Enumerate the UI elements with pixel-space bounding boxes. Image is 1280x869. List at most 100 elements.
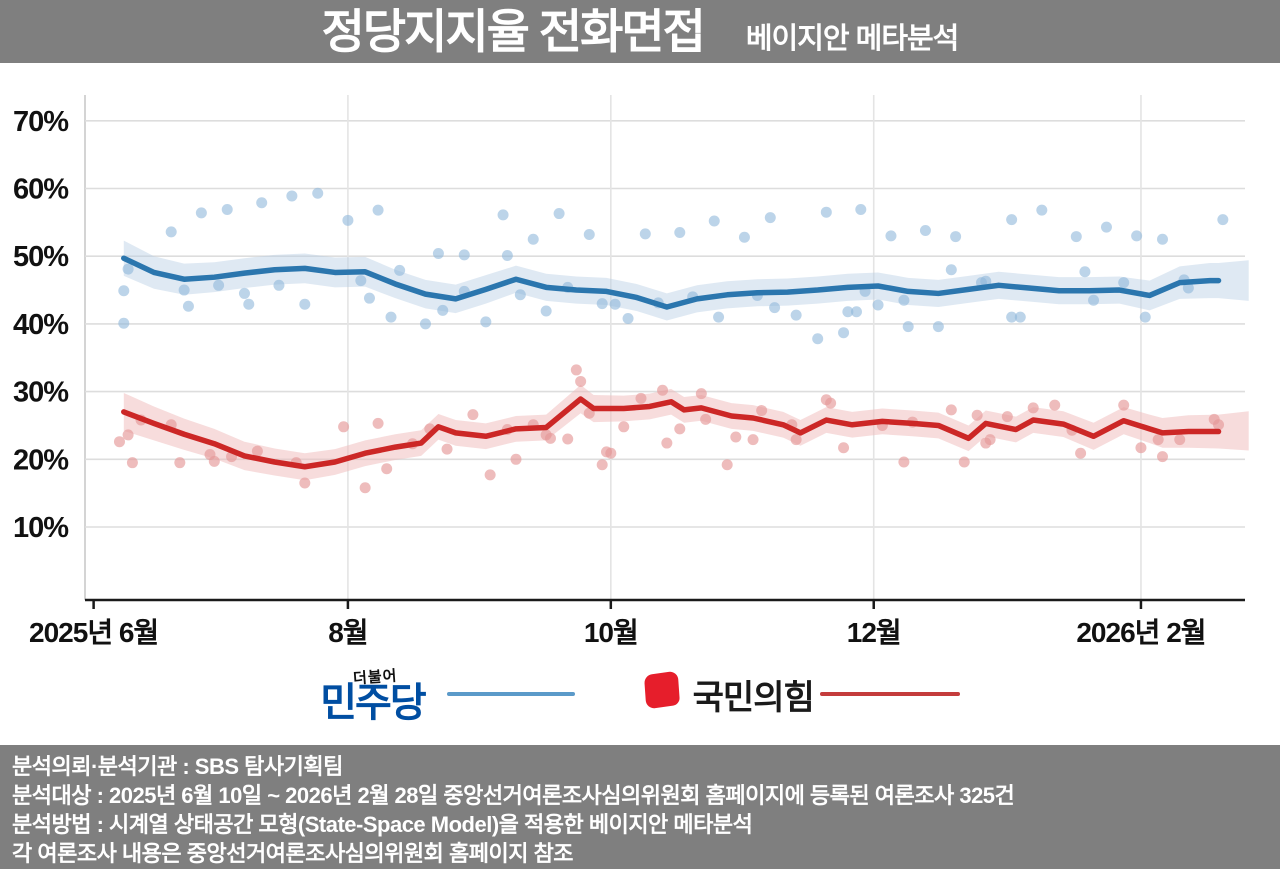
dpk-poll-dot — [437, 304, 449, 316]
dpk-poll-dot — [919, 224, 931, 236]
ppp-poll-dot — [747, 434, 759, 446]
ppp-poll-dot — [825, 397, 837, 409]
ppp-poll-dot — [721, 459, 733, 471]
dpk-legend-line — [446, 692, 575, 696]
ppp-poll-dot — [700, 413, 712, 425]
y-tick-label: 50% — [13, 241, 69, 273]
dpk-poll-dot — [256, 197, 268, 209]
dpk-poll-dot — [419, 318, 431, 330]
dpk-confidence-band — [123, 240, 1249, 321]
dpk-poll-dot — [355, 275, 367, 287]
ppp-poll-dot — [208, 455, 220, 467]
y-tick-label: 40% — [13, 309, 69, 341]
dpk-poll-dot — [950, 231, 962, 243]
dpk-poll-dot — [243, 298, 255, 310]
dpk-poll-dot — [583, 229, 595, 241]
ppp-poll-dot — [838, 442, 850, 454]
dpk-poll-dot — [674, 227, 686, 239]
ppp-poll-dot — [338, 421, 350, 433]
dpk-poll-dot — [553, 208, 565, 220]
ppp-logo-icon — [643, 670, 680, 710]
dpk-poll-dot — [945, 264, 957, 276]
legend-item-dpk: 더불어 민주당 — [320, 666, 644, 723]
y-tick-label: 60% — [13, 174, 69, 206]
dpk-poll-dot — [385, 311, 397, 323]
ppp-poll-dot — [113, 436, 125, 448]
dpk-poll-dot — [372, 204, 384, 216]
ppp-poll-dot — [1174, 434, 1186, 446]
dpk-poll-dot — [458, 249, 470, 261]
dpk-poll-dot — [286, 190, 298, 202]
dpk-poll-dot — [1139, 311, 1151, 323]
dpk-poll-dot — [527, 233, 539, 245]
ppp-poll-dot — [570, 364, 582, 376]
ppp-poll-dot — [1027, 402, 1039, 414]
dpk-poll-dot — [1182, 282, 1194, 294]
ppp-poll-dot — [756, 405, 768, 417]
dpk-poll-dot — [872, 299, 884, 311]
ppp-party-name: 국민의힘 — [692, 678, 815, 717]
dpk-poll-dot — [182, 300, 194, 312]
dpk-poll-dot — [764, 212, 776, 224]
ppp-poll-dot — [1135, 442, 1147, 454]
ppp-poll-dot — [544, 432, 556, 444]
dpk-poll-dot — [596, 298, 608, 310]
ppp-poll-dot — [618, 421, 630, 433]
dpk-poll-dot — [1079, 266, 1091, 278]
footer-line-reference: 각 여론조사 내용은 중앙선거여론조사심의위원회 홈페이지 참조 — [12, 841, 574, 866]
page-title: 정당지지율 전화면접 — [321, 5, 706, 58]
ppp-poll-dot — [1049, 399, 1061, 411]
ppp-poll-dot — [359, 482, 371, 494]
dpk-poll-dot — [1006, 311, 1018, 323]
y-tick-label: 20% — [13, 444, 69, 476]
dpk-poll-dot — [738, 231, 750, 243]
ppp-legend-line — [819, 692, 960, 696]
dpk-poll-dot — [932, 321, 944, 333]
ppp-poll-dot — [126, 457, 138, 469]
ppp-poll-dot — [510, 453, 522, 465]
dpk-poll-dot — [514, 289, 526, 301]
footer-line-method: 분석방법 : 시계열 상태공간 모형(State-Space Model)을 적… — [12, 812, 753, 837]
y-tick-label: 30% — [13, 377, 69, 409]
ppp-poll-dot — [958, 456, 970, 468]
dpk-poll-dot — [342, 214, 354, 226]
dpk-poll-dot — [299, 298, 311, 310]
dpk-poll-dot — [1100, 221, 1112, 233]
x-tick-label: 2026년 2월 — [1076, 617, 1205, 648]
ppp-poll-dot — [596, 459, 608, 471]
dpk-poll-dot — [850, 306, 862, 318]
ppp-trend-line — [121, 396, 1222, 470]
dpk-party-name: 민주당 — [320, 680, 426, 725]
dpk-poll-dot — [165, 226, 177, 238]
footer-band: 분석의뢰·분석기관 : SBS 탐사기획팀 분석대상 : 2025년 6월 10… — [0, 745, 1280, 869]
dpk-party-logo: 더불어 민주당 — [320, 666, 426, 725]
ppp-poll-dot — [661, 437, 673, 449]
dpk-poll-dot — [195, 207, 207, 219]
dpk-poll-dot — [118, 285, 130, 297]
dpk-poll-dot — [838, 327, 850, 339]
ppp-confidence-band — [123, 384, 1249, 481]
ppp-poll-dot — [1075, 447, 1087, 459]
ppp-poll-dot — [971, 409, 983, 421]
footer-line-scope: 분석대상 : 2025년 6월 10일 ~ 2026년 2월 28일 중앙선거여… — [12, 783, 1015, 808]
ppp-poll-dot — [1213, 419, 1225, 431]
ppp-poll-dot — [945, 404, 957, 416]
dpk-poll-dot — [812, 333, 824, 345]
dpk-poll-dot — [540, 305, 552, 317]
ppp-poll-dot — [251, 445, 263, 457]
dpk-poll-dot — [238, 287, 250, 299]
dpk-poll-dot — [363, 292, 375, 304]
dpk-poll-dot — [1118, 277, 1130, 289]
ppp-poll-dot — [635, 392, 647, 404]
ppp-poll-dot — [562, 433, 574, 445]
dpk-poll-dot — [885, 230, 897, 242]
ppp-poll-dot — [299, 477, 311, 489]
chart-legend: 더불어 민주당 국민의힘 — [0, 648, 1280, 740]
ppp-poll-dot — [122, 429, 134, 441]
x-tick-label: 10월 — [584, 617, 638, 648]
ppp-poll-dot — [1118, 399, 1130, 411]
trend-chart: 70% 60% 50% 40% 30% 20% 10% 2025년 6월 8월 10월 12월 202… — [13, 95, 1249, 648]
ppp-poll-dot — [790, 434, 802, 446]
x-tick-label: 12월 — [847, 617, 901, 648]
